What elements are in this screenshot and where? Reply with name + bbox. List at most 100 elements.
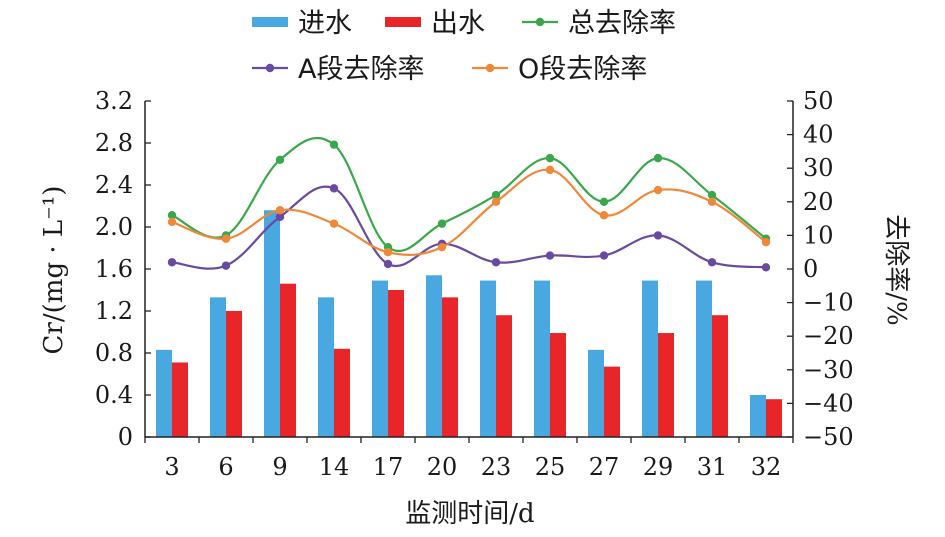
point-a-removal-14 (329, 184, 339, 193)
bar-influent-17 (372, 280, 388, 437)
y2-tick-label: 10 (803, 221, 834, 249)
point-total-removal-23 (491, 190, 501, 200)
legend-label: 总去除率 (568, 8, 676, 39)
bar-influent-27 (588, 349, 604, 437)
point-a-removal-27 (599, 251, 609, 260)
point-a-removal-17 (383, 259, 393, 269)
y-tick-label: 2.8 (95, 129, 133, 157)
point-total-removal-31 (707, 190, 717, 200)
y2-tick-label: 20 (803, 188, 834, 216)
y2-tick-label: −20 (803, 322, 854, 350)
bar-effluent-20 (442, 297, 458, 437)
bar-influent-3 (156, 349, 172, 437)
point-o-removal-31 (707, 197, 717, 206)
y-tick-label: 0.4 (95, 381, 133, 409)
lines (167, 136, 771, 272)
point-a-removal-6 (221, 261, 231, 270)
point-total-removal-9 (275, 155, 285, 164)
point-total-removal-14 (329, 140, 339, 149)
bar-effluent-29 (658, 333, 674, 437)
point-total-removal-25 (545, 153, 555, 163)
point-a-removal-9 (275, 212, 285, 222)
legend-label: O段去除率 (518, 54, 647, 85)
point-o-removal-3 (167, 217, 177, 227)
bar-influent-14 (318, 297, 334, 437)
point-o-removal-17 (383, 248, 393, 257)
x-tick-label: 23 (481, 453, 512, 481)
legend-swatch-bar (385, 17, 421, 27)
point-a-removal-23 (491, 258, 501, 267)
point-a-removal-25 (545, 251, 555, 260)
bar-influent-9 (264, 210, 280, 437)
x-tick-label: 29 (643, 453, 674, 481)
bar-effluent-31 (712, 315, 728, 437)
x-tick-label: 20 (427, 453, 458, 481)
bar-effluent-32 (766, 399, 782, 437)
x-tick-label: 14 (319, 453, 350, 481)
x-tick-label: 6 (218, 453, 233, 481)
y-tick-label: 0 (118, 423, 133, 451)
y-tick-label: 3.2 (95, 87, 133, 115)
y2-tick-label: −30 (803, 356, 854, 384)
point-o-removal-32 (761, 237, 771, 247)
y2-axis-title: 去除率/% (881, 214, 911, 325)
x-tick-label: 32 (751, 453, 782, 481)
point-o-removal-14 (329, 219, 339, 228)
y-axis-title: Cr/(mg · L⁻¹) (39, 186, 69, 355)
x-tick-label: 25 (535, 453, 566, 481)
bar-influent-20 (426, 275, 442, 437)
point-o-removal-9 (275, 206, 285, 215)
point-total-removal-3 (167, 211, 177, 220)
y-tick-label: 1.2 (95, 297, 133, 325)
y-tick-label: 2.4 (95, 171, 133, 199)
bar-influent-29 (642, 280, 658, 437)
point-o-removal-6 (221, 234, 231, 243)
legend-swatch-marker (265, 63, 275, 73)
bar-effluent-27 (604, 366, 620, 437)
x-tick-label: 31 (697, 453, 728, 481)
point-o-removal-27 (599, 211, 609, 220)
bar-influent-32 (750, 395, 766, 437)
y2-tick-label: −10 (803, 289, 854, 317)
bar-effluent-9 (280, 283, 296, 437)
bar-influent-25 (534, 280, 550, 437)
y-tick-label: 1.6 (95, 255, 133, 283)
legend-label: 出水 (431, 8, 485, 39)
x-tick-label: 3 (164, 453, 179, 481)
y2-tick-label: 40 (803, 121, 834, 149)
axes: 0 0.4 0.8 1.2 1.6 2.0 2.4 2.8 3.2 −50 −40 −30 −20 −10… (95, 87, 854, 481)
bar-effluent-6 (226, 311, 242, 437)
y2-tick-label: −40 (803, 389, 854, 417)
bar-influent-23 (480, 280, 496, 437)
legend: 进水 出水 总去除率 A段去除率 O段去除率 (252, 8, 676, 85)
y2-tick-label: 30 (803, 154, 834, 182)
legend-label: A段去除率 (298, 54, 424, 85)
legend-swatch-marker (535, 17, 545, 27)
point-a-removal-3 (167, 258, 177, 267)
x-tick-label: 17 (373, 453, 404, 481)
y-tick-label: 0.8 (95, 339, 133, 367)
bar-effluent-14 (334, 348, 350, 437)
point-o-removal-29 (653, 185, 663, 195)
point-o-removal-20 (437, 242, 447, 252)
point-total-removal-29 (653, 153, 663, 163)
bars (156, 210, 782, 437)
bar-effluent-25 (550, 333, 566, 437)
bar-effluent-23 (496, 315, 512, 437)
bar-influent-6 (210, 297, 226, 437)
x-tick-label: 9 (272, 453, 287, 481)
legend-label: 进水 (298, 8, 352, 39)
point-o-removal-25 (545, 165, 555, 175)
point-total-removal-27 (599, 197, 609, 206)
x-axis-title: 监测时间/d (405, 499, 534, 529)
y2-tick-label: 50 (803, 87, 834, 115)
y-tick-label: 2.0 (95, 213, 133, 241)
y2-tick-label: −50 (803, 423, 854, 451)
point-a-removal-32 (761, 263, 771, 272)
point-a-removal-29 (653, 231, 663, 240)
point-o-removal-23 (491, 197, 501, 206)
legend-swatch-marker (485, 63, 495, 73)
bar-influent-31 (696, 280, 712, 437)
